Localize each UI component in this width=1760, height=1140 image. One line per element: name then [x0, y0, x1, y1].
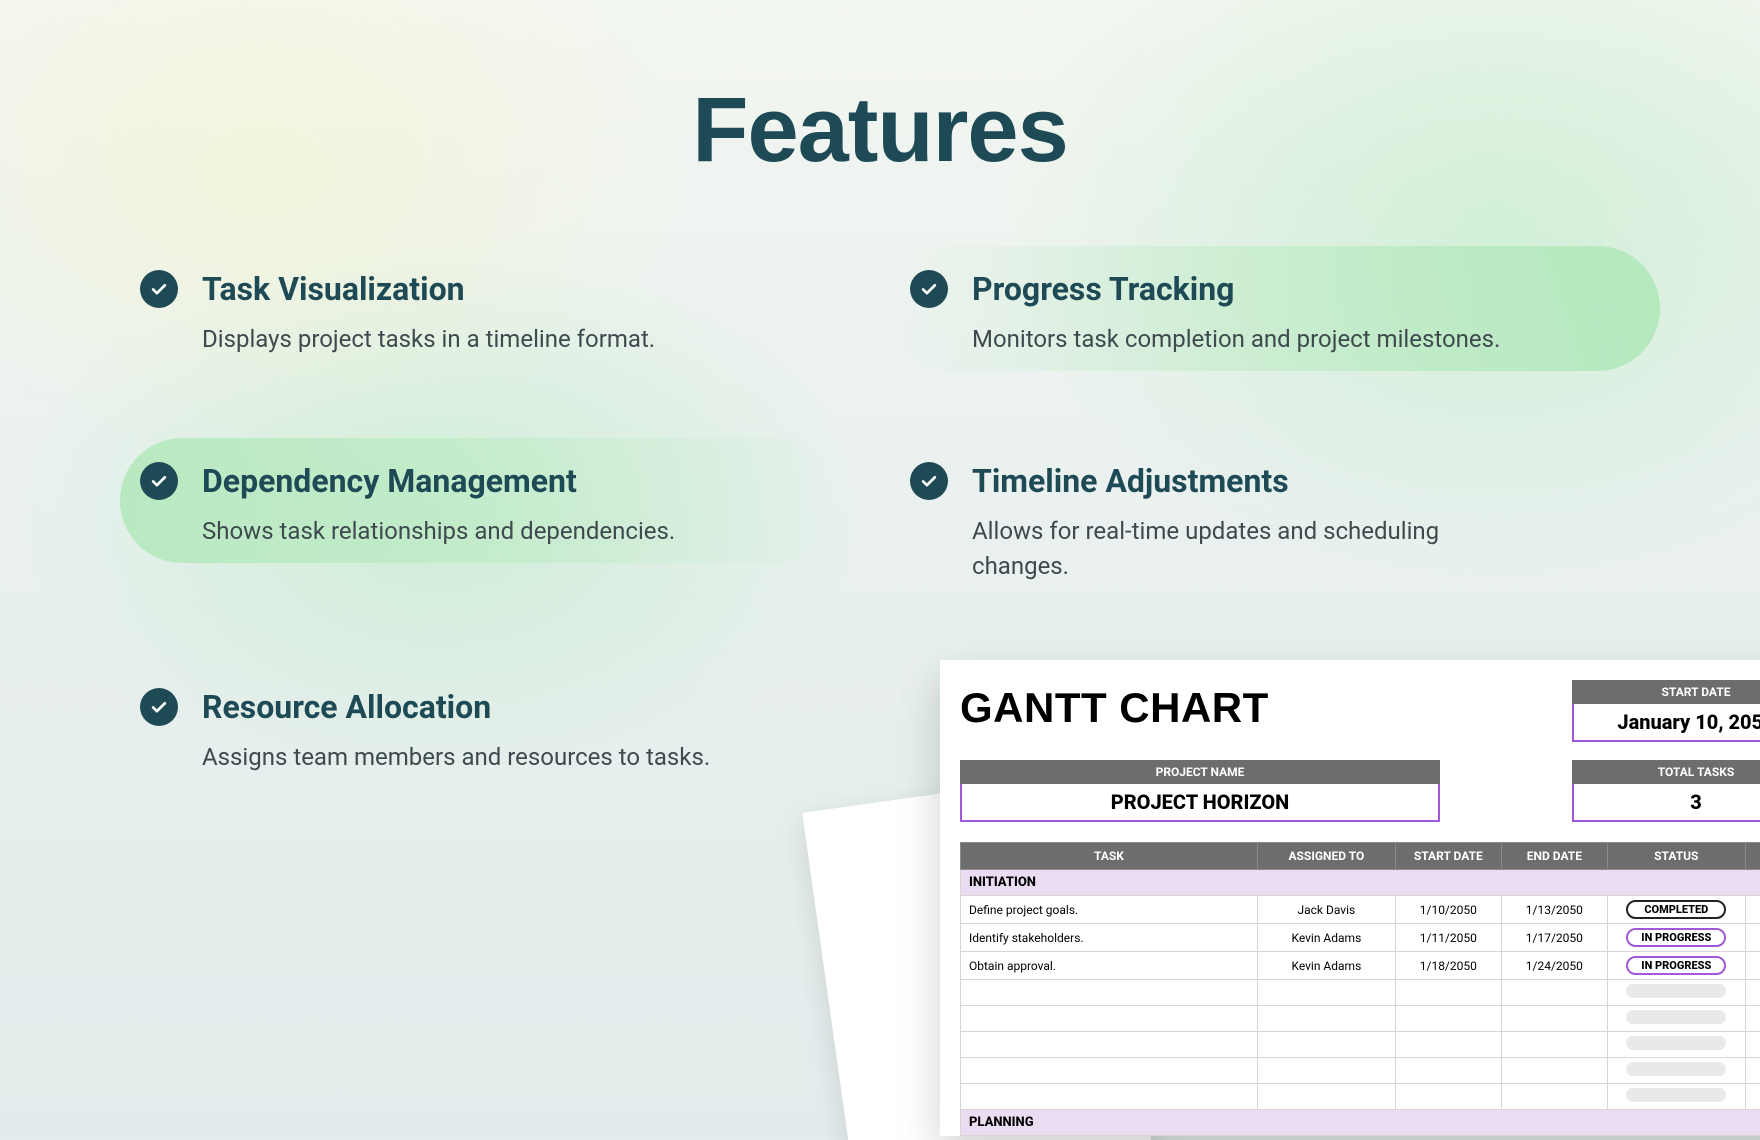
cell-pct: 43.	[1745, 952, 1760, 980]
feature-title: Progress Tracking	[972, 270, 1620, 308]
gantt-title: GANTT CHART	[960, 680, 1542, 732]
cell-pct: 80.	[1745, 924, 1760, 952]
cell-status	[1607, 1032, 1745, 1058]
cell-status	[1607, 1084, 1745, 1110]
cell-pct: 100.	[1745, 896, 1760, 924]
feature-title: Task Visualization	[202, 270, 850, 308]
start-date-label: START DATE	[1572, 680, 1760, 704]
cell-status: IN PROGRESS	[1607, 924, 1745, 952]
check-icon	[140, 688, 178, 726]
status-placeholder	[1626, 1062, 1726, 1076]
feature-desc: Allows for real-time updates and schedul…	[972, 514, 1532, 584]
cell-assigned: Kevin Adams	[1257, 952, 1395, 980]
cell-assigned: Kevin Adams	[1257, 924, 1395, 952]
status-pill: IN PROGRESS	[1626, 928, 1726, 947]
status-placeholder	[1626, 1036, 1726, 1050]
gantt-blank-row	[961, 1084, 1760, 1110]
gantt-blank-row	[961, 1032, 1760, 1058]
feature-item: Progress Tracking Monitors task completio…	[910, 270, 1620, 357]
cell-assigned: Jack Davis	[1257, 896, 1395, 924]
gantt-preview-stack: GANTT CHART START DATE January 10, 2050 …	[920, 660, 1760, 1140]
start-date-box: START DATE January 10, 2050	[1572, 680, 1760, 742]
col-end: END DATE	[1501, 843, 1607, 870]
feature-desc: Monitors task completion and project mil…	[972, 322, 1532, 357]
feature-title: Timeline Adjustments	[972, 462, 1620, 500]
feature-text: Progress Tracking Monitors task completio…	[972, 270, 1620, 357]
feature-title: Dependency Management	[202, 462, 850, 500]
gantt-blank-row	[961, 1006, 1760, 1032]
feature-item: Timeline Adjustments Allows for real-time…	[910, 462, 1620, 584]
total-tasks-label: TOTAL TASKS	[1572, 760, 1760, 784]
gantt-table: TASK ASSIGNED TO START DATE END DATE STA…	[960, 842, 1760, 1136]
gantt-row: Identify stakeholders.Kevin Adams1/11/20…	[961, 924, 1760, 952]
col-start: START DATE	[1395, 843, 1501, 870]
col-pct: % COM	[1745, 843, 1760, 870]
page-title: Features	[0, 0, 1760, 183]
cell-status	[1607, 1006, 1745, 1032]
feature-text: Task Visualization Displays project tasks…	[202, 270, 850, 357]
cell-task: Obtain approval.	[961, 952, 1258, 980]
cell-task: Identify stakeholders.	[961, 924, 1258, 952]
cell-status: COMPLETED	[1607, 896, 1745, 924]
cell-start: 1/18/2050	[1395, 952, 1501, 980]
feature-desc: Assigns team members and resources to ta…	[202, 740, 762, 775]
col-status: STATUS	[1607, 843, 1745, 870]
gantt-blank-row	[961, 1058, 1760, 1084]
cell-status	[1607, 980, 1745, 1006]
check-icon	[910, 270, 948, 308]
total-tasks-value: 3	[1572, 784, 1760, 822]
col-assigned: ASSIGNED TO	[1257, 843, 1395, 870]
status-pill: IN PROGRESS	[1626, 956, 1726, 975]
cell-status	[1607, 1058, 1745, 1084]
feature-text: Resource Allocation Assigns team members …	[202, 688, 850, 775]
status-placeholder	[1626, 1088, 1726, 1102]
gantt-section-row: PLANNING	[961, 1110, 1760, 1136]
gantt-row: Obtain approval.Kevin Adams1/18/20501/24…	[961, 952, 1760, 980]
status-pill: COMPLETED	[1626, 900, 1726, 919]
total-tasks-box: TOTAL TASKS 3	[1572, 760, 1760, 822]
gantt-blank-row	[961, 980, 1760, 1006]
col-task: TASK	[961, 843, 1258, 870]
feature-desc: Displays project tasks in a timeline for…	[202, 322, 762, 357]
check-icon	[140, 462, 178, 500]
status-placeholder	[1626, 984, 1726, 998]
gantt-row: Define project goals.Jack Davis1/10/2050…	[961, 896, 1760, 924]
check-icon	[140, 270, 178, 308]
status-placeholder	[1626, 1010, 1726, 1024]
cell-end: 1/24/2050	[1501, 952, 1607, 980]
section-name: INITIATION	[961, 870, 1760, 896]
cell-end: 1/13/2050	[1501, 896, 1607, 924]
feature-title: Resource Allocation	[202, 688, 850, 726]
cell-start: 1/10/2050	[1395, 896, 1501, 924]
gantt-section-row: INITIATION	[961, 870, 1760, 896]
feature-item: Task Visualization Displays project tasks…	[140, 270, 850, 357]
gantt-header-row: TASK ASSIGNED TO START DATE END DATE STA…	[961, 843, 1760, 870]
feature-text: Dependency Management Shows task relation…	[202, 462, 850, 549]
cell-end: 1/17/2050	[1501, 924, 1607, 952]
feature-item: Resource Allocation Assigns team members …	[140, 688, 850, 775]
feature-item: Dependency Management Shows task relation…	[140, 462, 850, 584]
section-name: PLANNING	[961, 1110, 1760, 1136]
cell-status: IN PROGRESS	[1607, 952, 1745, 980]
project-name-box: PROJECT NAME PROJECT HORIZON	[960, 760, 1440, 822]
start-date-value: January 10, 2050	[1572, 704, 1760, 742]
feature-text: Timeline Adjustments Allows for real-time…	[972, 462, 1620, 584]
project-name-label: PROJECT NAME	[960, 760, 1440, 784]
cell-task: Define project goals.	[961, 896, 1258, 924]
project-name-value: PROJECT HORIZON	[960, 784, 1440, 822]
check-icon	[910, 462, 948, 500]
gantt-card: GANTT CHART START DATE January 10, 2050 …	[940, 660, 1760, 1136]
feature-desc: Shows task relationships and dependencie…	[202, 514, 762, 549]
cell-start: 1/11/2050	[1395, 924, 1501, 952]
